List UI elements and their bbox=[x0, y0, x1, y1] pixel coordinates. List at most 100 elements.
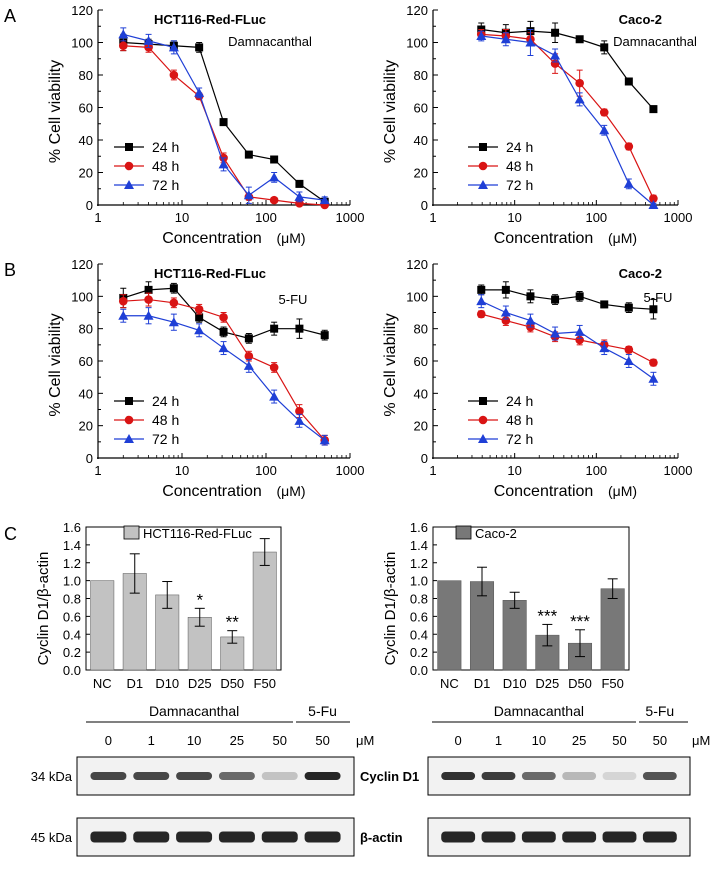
data-point bbox=[575, 335, 584, 345]
y-tick-label: 120 bbox=[71, 257, 93, 272]
dose-label: 1 bbox=[495, 733, 502, 748]
legend-label: 72 h bbox=[152, 431, 179, 447]
blot-band bbox=[642, 831, 677, 843]
data-point bbox=[269, 363, 279, 372]
data-point bbox=[218, 343, 229, 353]
data-point bbox=[551, 295, 560, 304]
blot-band bbox=[562, 772, 597, 780]
legend-marker bbox=[124, 180, 134, 189]
data-point bbox=[476, 309, 486, 319]
x-tick-label: 100 bbox=[585, 210, 607, 225]
chart-c-right: 0.0 0.2 0.4 0.6 0.8 1.0 1.2 1.4 1.6 Cyclin D1/β-a… bbox=[382, 520, 630, 691]
dose-label: 50 bbox=[315, 733, 329, 748]
data-point bbox=[649, 194, 658, 203]
chart-title: Caco-2 bbox=[619, 266, 662, 281]
blot-band bbox=[218, 831, 255, 843]
bar bbox=[252, 551, 277, 671]
y-tick-label: 0.2 bbox=[63, 645, 81, 660]
x-tick-label: 10 bbox=[507, 463, 521, 478]
group-label: 5-Fu bbox=[308, 703, 337, 719]
blot-band bbox=[481, 772, 516, 780]
y-tick-label: 80 bbox=[414, 322, 428, 337]
dose-label: 25 bbox=[230, 733, 244, 748]
blot-band bbox=[90, 831, 127, 843]
x-tick-label: D1 bbox=[126, 676, 143, 691]
y-tick-label: 20 bbox=[79, 419, 93, 434]
blot-band bbox=[481, 831, 516, 843]
data-point bbox=[270, 155, 279, 164]
data-point bbox=[501, 285, 510, 294]
y-tick-label: 0 bbox=[421, 198, 428, 213]
data-point bbox=[623, 356, 634, 365]
y-axis-label: Cyclin D1/β-actin bbox=[382, 552, 399, 666]
blot-right: Damnacanthal 5-Fu 0 1 10 25 50 50 μM bbox=[427, 703, 710, 857]
chart-title: Caco-2 bbox=[619, 12, 662, 27]
x-tick-label: 10 bbox=[507, 210, 521, 225]
y-tick-label: 40 bbox=[414, 386, 428, 401]
y-axis-label: % Cell viability bbox=[47, 60, 64, 163]
x-tick-label: D25 bbox=[188, 676, 212, 691]
y-tick-label: 20 bbox=[414, 419, 428, 434]
legend-marker bbox=[124, 434, 134, 443]
y-tick-label: 40 bbox=[79, 386, 93, 401]
y-tick-label: 100 bbox=[71, 289, 93, 304]
data-point bbox=[118, 296, 128, 306]
chart-c-left: 0.0 0.2 0.4 0.6 0.8 1.0 1.2 1.4 1.6 Cyclin D1/β-a… bbox=[35, 520, 282, 691]
y-tick-label: 0.4 bbox=[410, 627, 428, 642]
group-label: Damnacanthal bbox=[494, 703, 584, 719]
y-tick-label: 1.0 bbox=[63, 574, 81, 589]
chart-subtitle: Damnacanthal bbox=[613, 34, 697, 49]
x-axis-label: Concentration bbox=[494, 483, 594, 500]
x-tick-label: 100 bbox=[255, 210, 277, 225]
legend-label: 48 h bbox=[152, 158, 179, 174]
significance-label: *** bbox=[570, 612, 590, 631]
x-tick-label: 100 bbox=[255, 463, 277, 478]
y-tick-label: 1.6 bbox=[63, 520, 81, 535]
x-tick-label: 10 bbox=[175, 210, 189, 225]
legend-marker bbox=[478, 180, 488, 189]
blot-band bbox=[304, 831, 341, 843]
data-point bbox=[270, 324, 279, 333]
legend-marker bbox=[478, 161, 488, 171]
blot-band bbox=[441, 831, 476, 843]
blot-band bbox=[133, 772, 170, 780]
blot-band bbox=[602, 772, 637, 780]
x-tick-label: 1000 bbox=[664, 210, 693, 225]
y-tick-label: 60 bbox=[79, 354, 93, 369]
series-line bbox=[481, 28, 654, 110]
blot-band bbox=[602, 831, 637, 843]
data-point bbox=[194, 325, 205, 335]
y-axis-label: % Cell viability bbox=[382, 313, 399, 416]
data-point bbox=[118, 29, 129, 39]
y-tick-label: 1.6 bbox=[410, 520, 428, 535]
bar bbox=[90, 580, 115, 671]
x-tick-label: D1 bbox=[474, 676, 491, 691]
legend-marker bbox=[479, 397, 487, 405]
data-point bbox=[476, 31, 487, 40]
legend-label: 72 h bbox=[152, 177, 179, 193]
blot-band bbox=[521, 772, 556, 780]
dose-label: 10 bbox=[532, 733, 546, 748]
blot-band bbox=[133, 831, 170, 843]
data-point bbox=[525, 315, 536, 325]
x-tick-label: NC bbox=[93, 676, 112, 691]
x-tick-label: 1 bbox=[429, 463, 436, 478]
blot-band bbox=[176, 831, 213, 843]
data-point bbox=[244, 351, 254, 361]
data-point bbox=[550, 50, 561, 60]
y-axis-label: Cyclin D1/β-actin bbox=[35, 552, 52, 666]
data-point bbox=[195, 313, 204, 322]
x-axis-unit: (μM) bbox=[608, 230, 637, 246]
data-point bbox=[476, 296, 487, 306]
y-tick-label: 0.0 bbox=[410, 663, 428, 678]
dose-label: 25 bbox=[572, 733, 586, 748]
y-tick-label: 100 bbox=[71, 36, 93, 51]
data-point bbox=[599, 125, 610, 135]
dose-label: 50 bbox=[653, 733, 667, 748]
dose-label: 10 bbox=[187, 733, 201, 748]
y-tick-label: 0 bbox=[86, 198, 93, 213]
data-point bbox=[501, 316, 511, 325]
data-point bbox=[269, 172, 280, 182]
